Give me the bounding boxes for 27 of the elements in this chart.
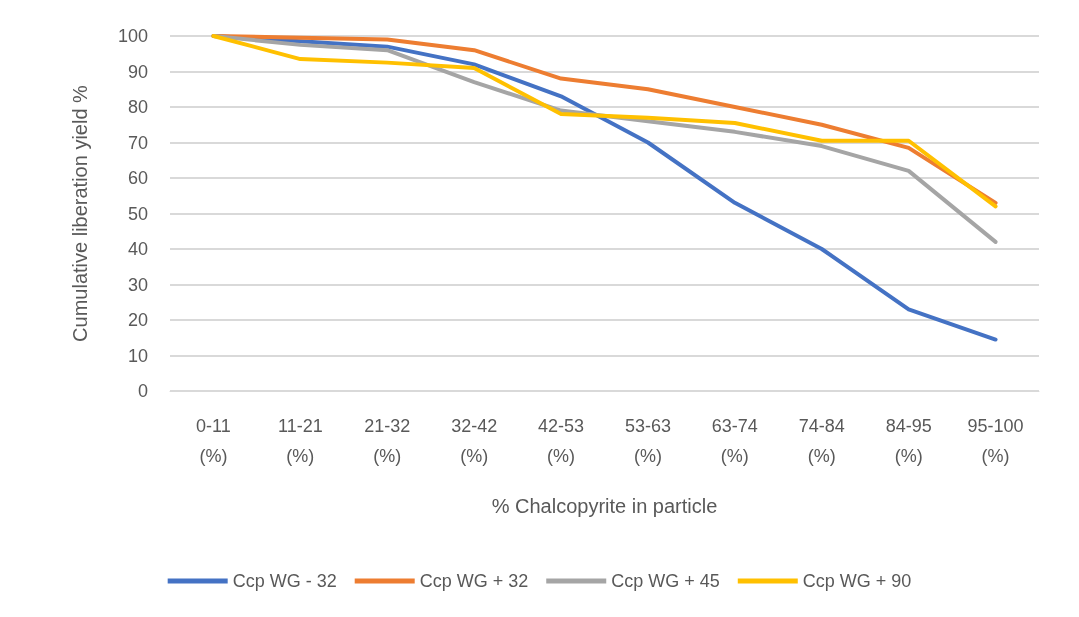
x-tick-label: 95-100 (%) [967,416,1024,466]
y-tick-label: 70 [127,132,148,153]
x-tick-label: 11-21 (%) [278,416,323,466]
y-tick-label: 20 [127,310,148,330]
y-tick-label: 90 [127,61,148,82]
x-tick-label: 74-84 (%) [798,416,845,466]
x-tick-label: 0-11 (%) [196,416,231,466]
legend-label: Ccp WG + 32 [419,571,529,591]
legend-label: Ccp WG + 90 [802,571,912,591]
x-tick-label: 32-42 (%) [451,416,498,466]
y-tick-label: 80 [127,97,148,117]
x-axis-title: % Chalcopyrite in particle [491,495,718,517]
y-tick-label: 30 [127,274,148,295]
x-tick-label: 21-32 (%) [364,416,411,466]
x-tick-label: 84-95 (%) [885,416,932,466]
y-tick-label: 60 [127,168,148,188]
y-tick-label: 100 [117,26,148,46]
y-tick-label: 10 [127,345,148,366]
y-axis-title: Cumulative liberation yield % [69,84,91,342]
y-tick-label: 0 [137,381,148,401]
legend-label: Ccp WG - 32 [232,571,337,591]
x-tick-label: 42-53 (%) [538,416,585,466]
y-tick-label: 50 [127,203,148,224]
legend-label: Ccp WG + 45 [611,571,720,591]
y-tick-label: 40 [127,239,148,259]
x-tick-label: 63-74 (%) [711,416,758,466]
x-tick-label: 53-63 (%) [624,416,671,466]
